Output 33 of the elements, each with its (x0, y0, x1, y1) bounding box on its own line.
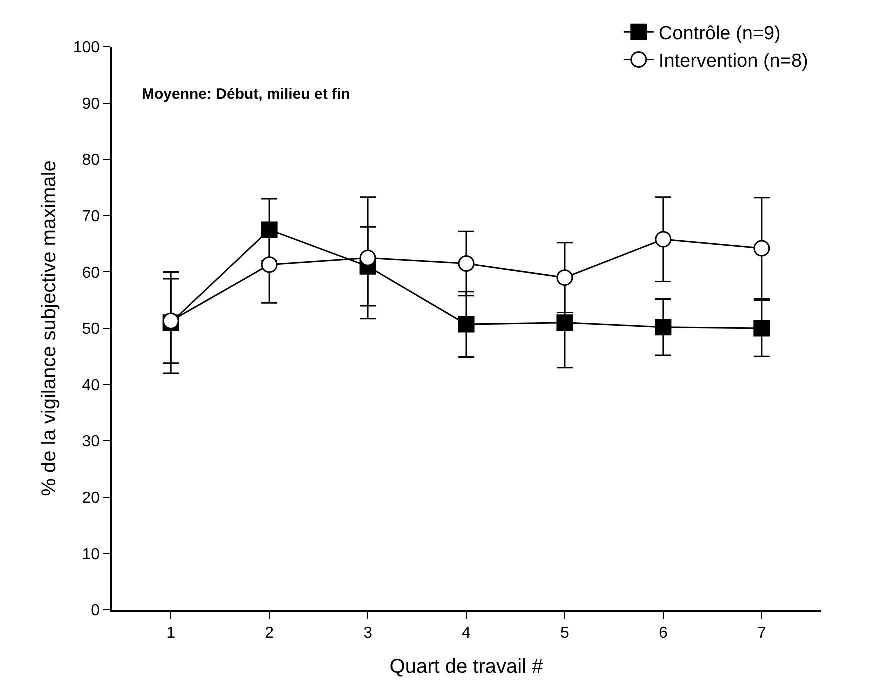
y-tick-label: 30 (82, 434, 100, 451)
point (458, 256, 475, 272)
x-tick-label: 3 (364, 624, 373, 642)
y-tick-label: 90 (82, 96, 100, 113)
y-tick-label: 50 (82, 321, 100, 338)
point (458, 316, 475, 333)
y-tick-label: 0 (91, 602, 100, 620)
point (655, 231, 672, 248)
y-axis-title: % de la vigilance subjective maximale (38, 160, 60, 496)
legend-label: Contrôle (n=9) (658, 23, 781, 44)
point (655, 319, 672, 336)
point (360, 250, 376, 266)
x-tick-label: 2 (265, 624, 274, 642)
y-tick-label: 80 (82, 152, 100, 170)
point (556, 270, 574, 286)
x-axis-title: Quart de travail # (390, 656, 544, 678)
y-tick-label: 20 (82, 490, 100, 507)
y-tick-label: 60 (82, 264, 100, 282)
point (754, 240, 770, 257)
y-tick-label: 100 (73, 40, 100, 57)
y-tick-label: 40 (82, 377, 100, 394)
y-tick-label: 70 (82, 208, 100, 226)
x-tick-label: 1 (166, 624, 176, 642)
x-tick-label: 7 (757, 624, 766, 642)
point (754, 320, 770, 337)
annotation: Moyenne: Début, milieu et fin (142, 86, 350, 103)
point (556, 314, 574, 332)
y-tick-label: 10 (82, 546, 100, 564)
point (261, 256, 278, 274)
x-tick-label: 5 (560, 624, 570, 642)
x-tick-label: 6 (658, 624, 668, 642)
x-tick-label: 4 (462, 624, 472, 642)
legend-label: Intervention (n=8) (658, 51, 808, 72)
